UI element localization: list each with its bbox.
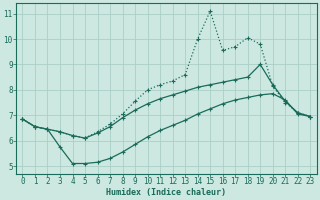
X-axis label: Humidex (Indice chaleur): Humidex (Indice chaleur) (106, 188, 226, 197)
